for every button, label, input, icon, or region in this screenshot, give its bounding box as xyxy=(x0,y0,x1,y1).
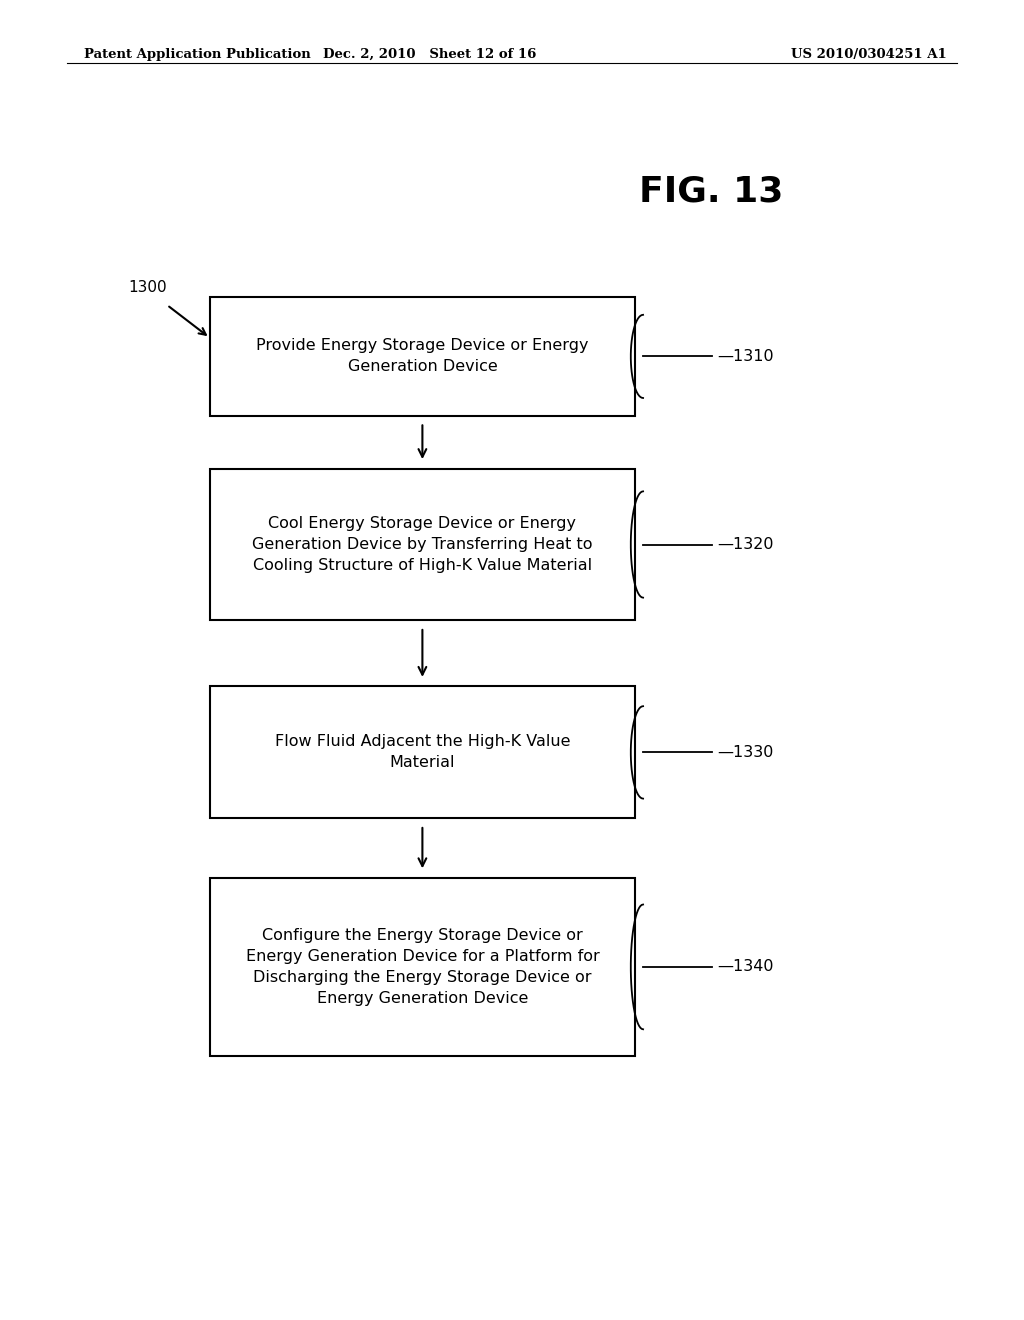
Text: US 2010/0304251 A1: US 2010/0304251 A1 xyxy=(792,48,947,61)
FancyBboxPatch shape xyxy=(210,686,635,818)
Text: Cool Energy Storage Device or Energy
Generation Device by Transferring Heat to
C: Cool Energy Storage Device or Energy Gen… xyxy=(252,516,593,573)
FancyBboxPatch shape xyxy=(210,297,635,416)
FancyBboxPatch shape xyxy=(210,878,635,1056)
Text: Dec. 2, 2010   Sheet 12 of 16: Dec. 2, 2010 Sheet 12 of 16 xyxy=(324,48,537,61)
Text: —1340: —1340 xyxy=(717,960,773,974)
Text: Flow Fluid Adjacent the High-K Value
Material: Flow Fluid Adjacent the High-K Value Mat… xyxy=(274,734,570,771)
Text: —1320: —1320 xyxy=(717,537,773,552)
Text: Provide Energy Storage Device or Energy
Generation Device: Provide Energy Storage Device or Energy … xyxy=(256,338,589,375)
Text: —1330: —1330 xyxy=(717,744,773,760)
Text: Configure the Energy Storage Device or
Energy Generation Device for a Platform f: Configure the Energy Storage Device or E… xyxy=(246,928,599,1006)
Text: FIG. 13: FIG. 13 xyxy=(640,174,783,209)
Text: Patent Application Publication: Patent Application Publication xyxy=(84,48,310,61)
FancyBboxPatch shape xyxy=(210,469,635,620)
Text: 1300: 1300 xyxy=(128,280,167,296)
Text: —1310: —1310 xyxy=(717,348,773,364)
